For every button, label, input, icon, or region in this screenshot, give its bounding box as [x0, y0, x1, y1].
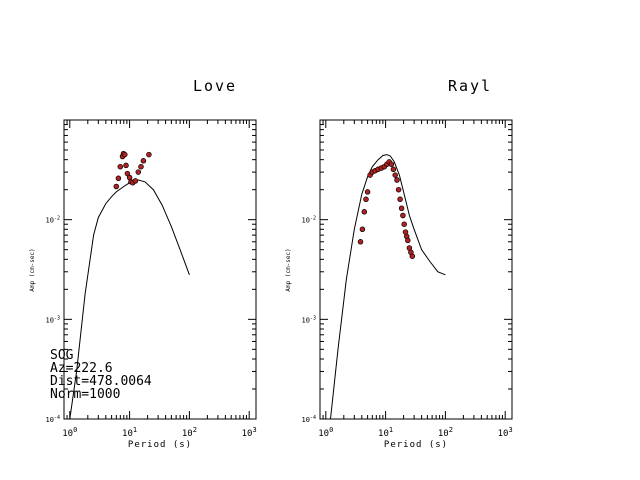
norm-label: Norm=1000 [50, 387, 120, 402]
observed-point [115, 175, 122, 182]
x-tick-label: 100 [62, 426, 77, 439]
rayl-panel: Rayl Period (s) Amp (cm-sec) 100 101 102 10… [285, 77, 513, 450]
observed-point [357, 239, 364, 245]
observed-point [401, 221, 407, 227]
observed-point [388, 161, 395, 167]
observed-point [398, 205, 405, 212]
observed-point [132, 178, 139, 184]
plot-frame [63, 119, 257, 420]
x-tick-label: 103 [498, 426, 513, 439]
y-tick-label: 10-3 [46, 315, 60, 324]
x-tick-label: 101 [122, 426, 137, 439]
y-axis-label: Amp (cm-sec) [285, 248, 292, 291]
love-panel: Love Period (s) Amp (cm-sec) SOG Az=222.… [29, 77, 257, 450]
observed-point [363, 196, 369, 203]
chart-title: Love [193, 77, 237, 95]
observed-point [392, 172, 398, 178]
observed-point [390, 166, 397, 173]
observed-point [364, 189, 371, 195]
chart-title: Rayl [448, 77, 492, 95]
azimuth-label: Az=222.6 [50, 361, 113, 376]
x-axis-label: Period (s) [384, 440, 448, 450]
y-tick-label: 10-2 [302, 216, 316, 225]
observed-point [140, 158, 147, 164]
observed-point [122, 151, 128, 158]
y-tick-label: 10-4 [302, 415, 316, 424]
y-tick-label: 10-2 [46, 216, 60, 225]
observed-point [113, 183, 120, 190]
observed-point [400, 212, 406, 219]
observed-point [146, 151, 152, 158]
observed-point [117, 163, 124, 170]
theoretical-curve [330, 154, 446, 420]
observed-point [138, 163, 144, 170]
observed-point [394, 177, 400, 183]
x-axis-label: Period (s) [128, 440, 192, 450]
observed-point [123, 162, 129, 169]
x-tick-label: 102 [182, 426, 197, 439]
plot-frame [319, 119, 513, 420]
y-tick-label: 10-3 [302, 315, 316, 324]
y-axis-label: Amp (cm-sec) [29, 248, 36, 291]
x-tick-label: 100 [318, 426, 333, 439]
y-tick-label: 10-4 [46, 415, 60, 424]
observed-point [361, 209, 368, 215]
observed-point [405, 237, 411, 244]
observed-point [135, 169, 142, 175]
x-tick-label: 102 [438, 426, 453, 439]
observed-point [409, 253, 416, 259]
observed-point [359, 226, 366, 233]
theoretical-curve [69, 179, 190, 420]
x-tick-label: 103 [242, 426, 257, 439]
observed-point [397, 196, 403, 203]
observed-point [395, 186, 402, 193]
x-tick-label: 101 [378, 426, 393, 439]
